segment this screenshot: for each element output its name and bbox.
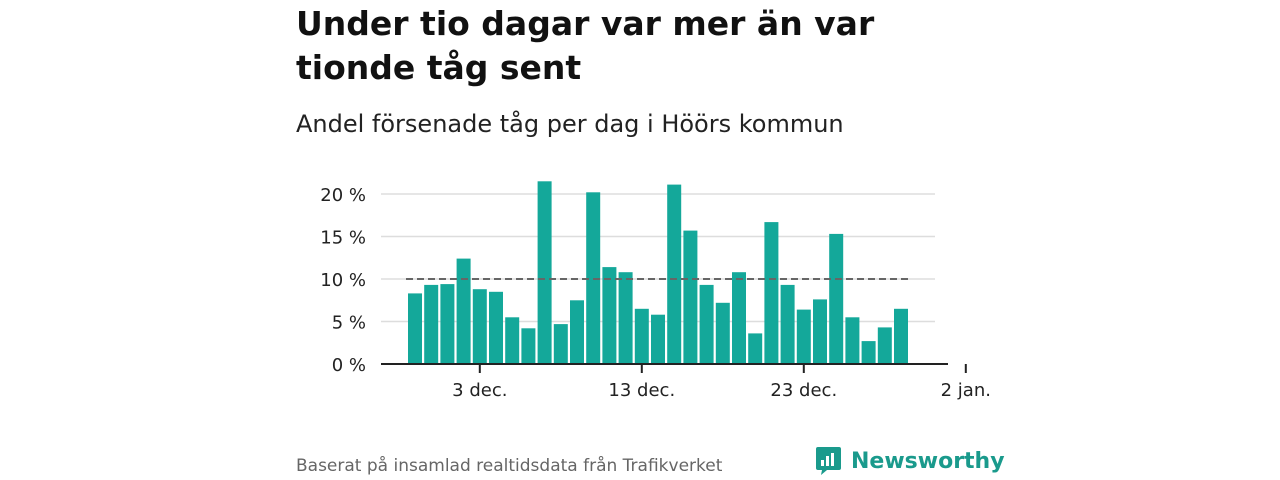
bar: [877, 327, 892, 364]
chart-title: Under tio dagar var mer än var tionde tå…: [296, 4, 875, 87]
bar: [651, 314, 665, 364]
bar: [683, 230, 698, 364]
bar: [618, 272, 633, 364]
bar: [489, 291, 503, 365]
bar: [845, 317, 860, 365]
bar: [505, 317, 520, 365]
bar: [602, 267, 617, 364]
bar: [748, 333, 763, 364]
x-tick-label: 3 dec.: [452, 380, 507, 401]
chart-subtitle: Andel försenade tåg per dag i Höörs komm…: [296, 110, 844, 138]
y-tick-label: 10 %: [320, 270, 366, 291]
y-tick-label: 0 %: [332, 355, 366, 376]
bar: [796, 309, 811, 364]
bar: [424, 284, 439, 364]
bar: [472, 289, 487, 364]
x-tick-label: 23 dec.: [770, 380, 837, 401]
bar: [570, 300, 584, 365]
bar: [732, 272, 746, 364]
y-tick-label: 20 %: [320, 185, 366, 206]
brand-name: Newsworthy: [851, 448, 1005, 474]
source-note: Baserat på insamlad realtidsdata från Tr…: [296, 456, 723, 476]
x-tick-label: 2 jan.: [941, 380, 991, 401]
bar: [861, 341, 876, 364]
bar: [780, 284, 795, 364]
bar: [699, 284, 714, 364]
bar: [667, 184, 682, 364]
bar: [537, 181, 552, 365]
bar: [521, 328, 536, 364]
brand-logo[interactable]: Newsworthy: [815, 446, 1005, 476]
bar: [553, 324, 568, 364]
bar-chart: 0 % 5 % 10 % 15 % 20 % 3 dec. 13 dec. 23 dec. 2 …: [320, 181, 991, 401]
newsworthy-logo-icon: [816, 447, 841, 475]
bar: [440, 284, 455, 364]
bar: [829, 233, 844, 364]
bar: [408, 293, 422, 364]
bar: [894, 308, 908, 365]
x-tick-label: 13 dec.: [608, 380, 675, 401]
bar: [634, 308, 649, 365]
bar: [813, 299, 827, 364]
y-tick-label: 5 %: [332, 313, 366, 334]
bar: [764, 222, 779, 364]
y-tick-label: 15 %: [320, 228, 366, 249]
bar: [715, 302, 730, 364]
bar: [456, 258, 471, 364]
